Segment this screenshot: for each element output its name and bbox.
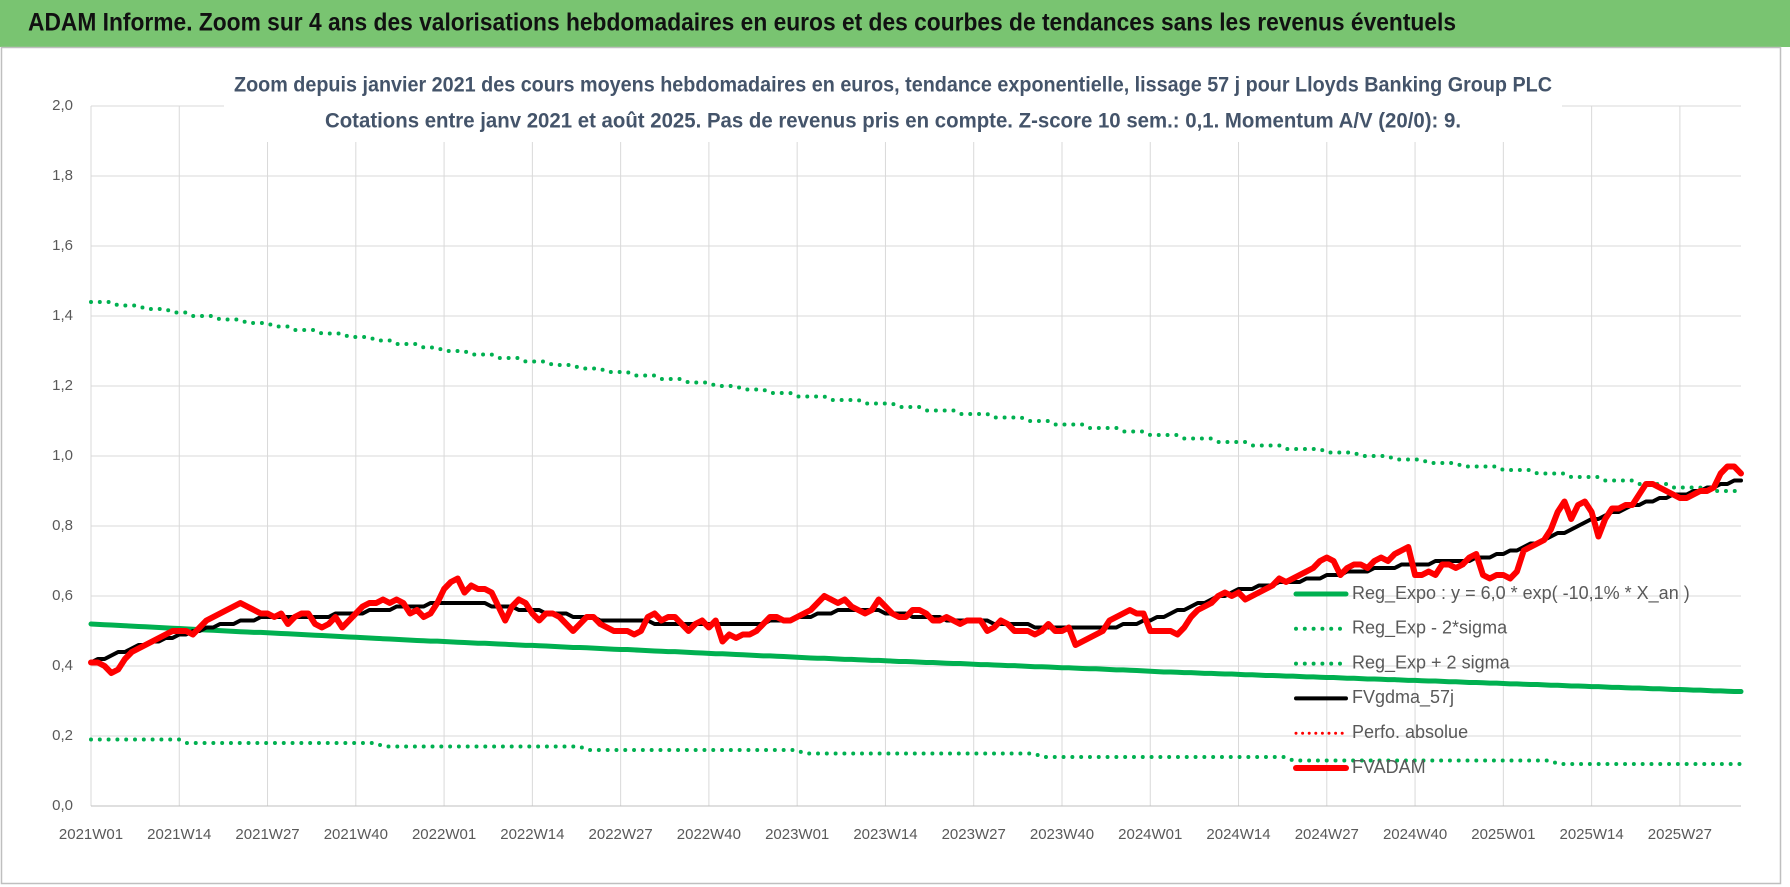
legend-label: FVADAM xyxy=(1352,757,1426,777)
series-line xyxy=(89,300,1743,493)
chart-frame xyxy=(0,46,1782,885)
x-tick-label: 2024W14 xyxy=(1206,826,1270,843)
y-tick-label: 2,0 xyxy=(52,97,73,114)
x-tick-label: 2025W14 xyxy=(1560,826,1624,843)
legend-label: Perfo. absolue xyxy=(1352,722,1468,742)
series-line xyxy=(88,463,1744,676)
header-bar xyxy=(0,0,1790,47)
legend: Reg_Expo : y = 6,0 * exp( -10,1% * X_an … xyxy=(1293,583,1690,777)
title-box xyxy=(224,68,1562,142)
legend-label: FVgdma_57j xyxy=(1352,687,1454,708)
y-tick-label: 0,0 xyxy=(52,797,73,814)
y-tick-label: 0,6 xyxy=(52,587,73,604)
x-tick-label: 2022W01 xyxy=(412,826,476,843)
y-tick-label: 1,6 xyxy=(52,237,73,254)
y-tick-label: 1,0 xyxy=(52,447,73,464)
legend-label: Reg_Exp + 2 sigma xyxy=(1352,652,1511,673)
x-tick-label: 2023W40 xyxy=(1030,826,1094,843)
legend-label: Reg_Exp - 2*sigma xyxy=(1352,618,1508,639)
x-tick-label: 2023W01 xyxy=(765,826,829,843)
x-tick-label: 2022W40 xyxy=(677,826,741,843)
y-tick-label: 1,4 xyxy=(52,307,73,324)
x-tick-label: 2021W27 xyxy=(235,826,299,843)
x-tick-label: 2021W40 xyxy=(324,826,388,843)
y-tick-label: 1,8 xyxy=(52,167,73,184)
series-line xyxy=(89,737,1743,766)
y-tick-label: 0,8 xyxy=(52,517,73,534)
x-tick-label: 2025W01 xyxy=(1471,826,1535,843)
y-tick-label: 0,2 xyxy=(52,727,73,744)
header-title: ADAM Informe. Zoom sur 4 ans des valoris… xyxy=(28,9,1456,37)
x-tick-label: 2024W40 xyxy=(1383,826,1447,843)
legend-label: Reg_Expo : y = 6,0 * exp( -10,1% * X_an … xyxy=(1352,583,1690,604)
x-tick-label: 2022W27 xyxy=(589,826,653,843)
y-tick-label: 1,2 xyxy=(52,377,73,394)
chart-subtitle: Cotations entre janv 2021 et août 2025. … xyxy=(325,110,1461,133)
x-tick-label: 2025W27 xyxy=(1648,826,1712,843)
x-tick-label: 2021W01 xyxy=(59,826,123,843)
x-tick-label: 2022W14 xyxy=(500,826,564,843)
y-tick-label: 0,4 xyxy=(52,657,73,674)
x-tick-label: 2021W14 xyxy=(147,826,211,843)
x-tick-label: 2023W27 xyxy=(942,826,1006,843)
x-tick-label: 2023W14 xyxy=(853,826,917,843)
chart-title: Zoom depuis janvier 2021 des cours moyen… xyxy=(234,74,1552,97)
plot-area: 0,0 0,2 0,4 0,6 0,8 1,0 1,2 1,4 1,6 1,8 2,0 2021W01… xyxy=(52,97,1744,843)
x-tick-label: 2024W01 xyxy=(1118,826,1182,843)
series-line xyxy=(88,621,1744,695)
x-tick-label: 2024W27 xyxy=(1295,826,1359,843)
